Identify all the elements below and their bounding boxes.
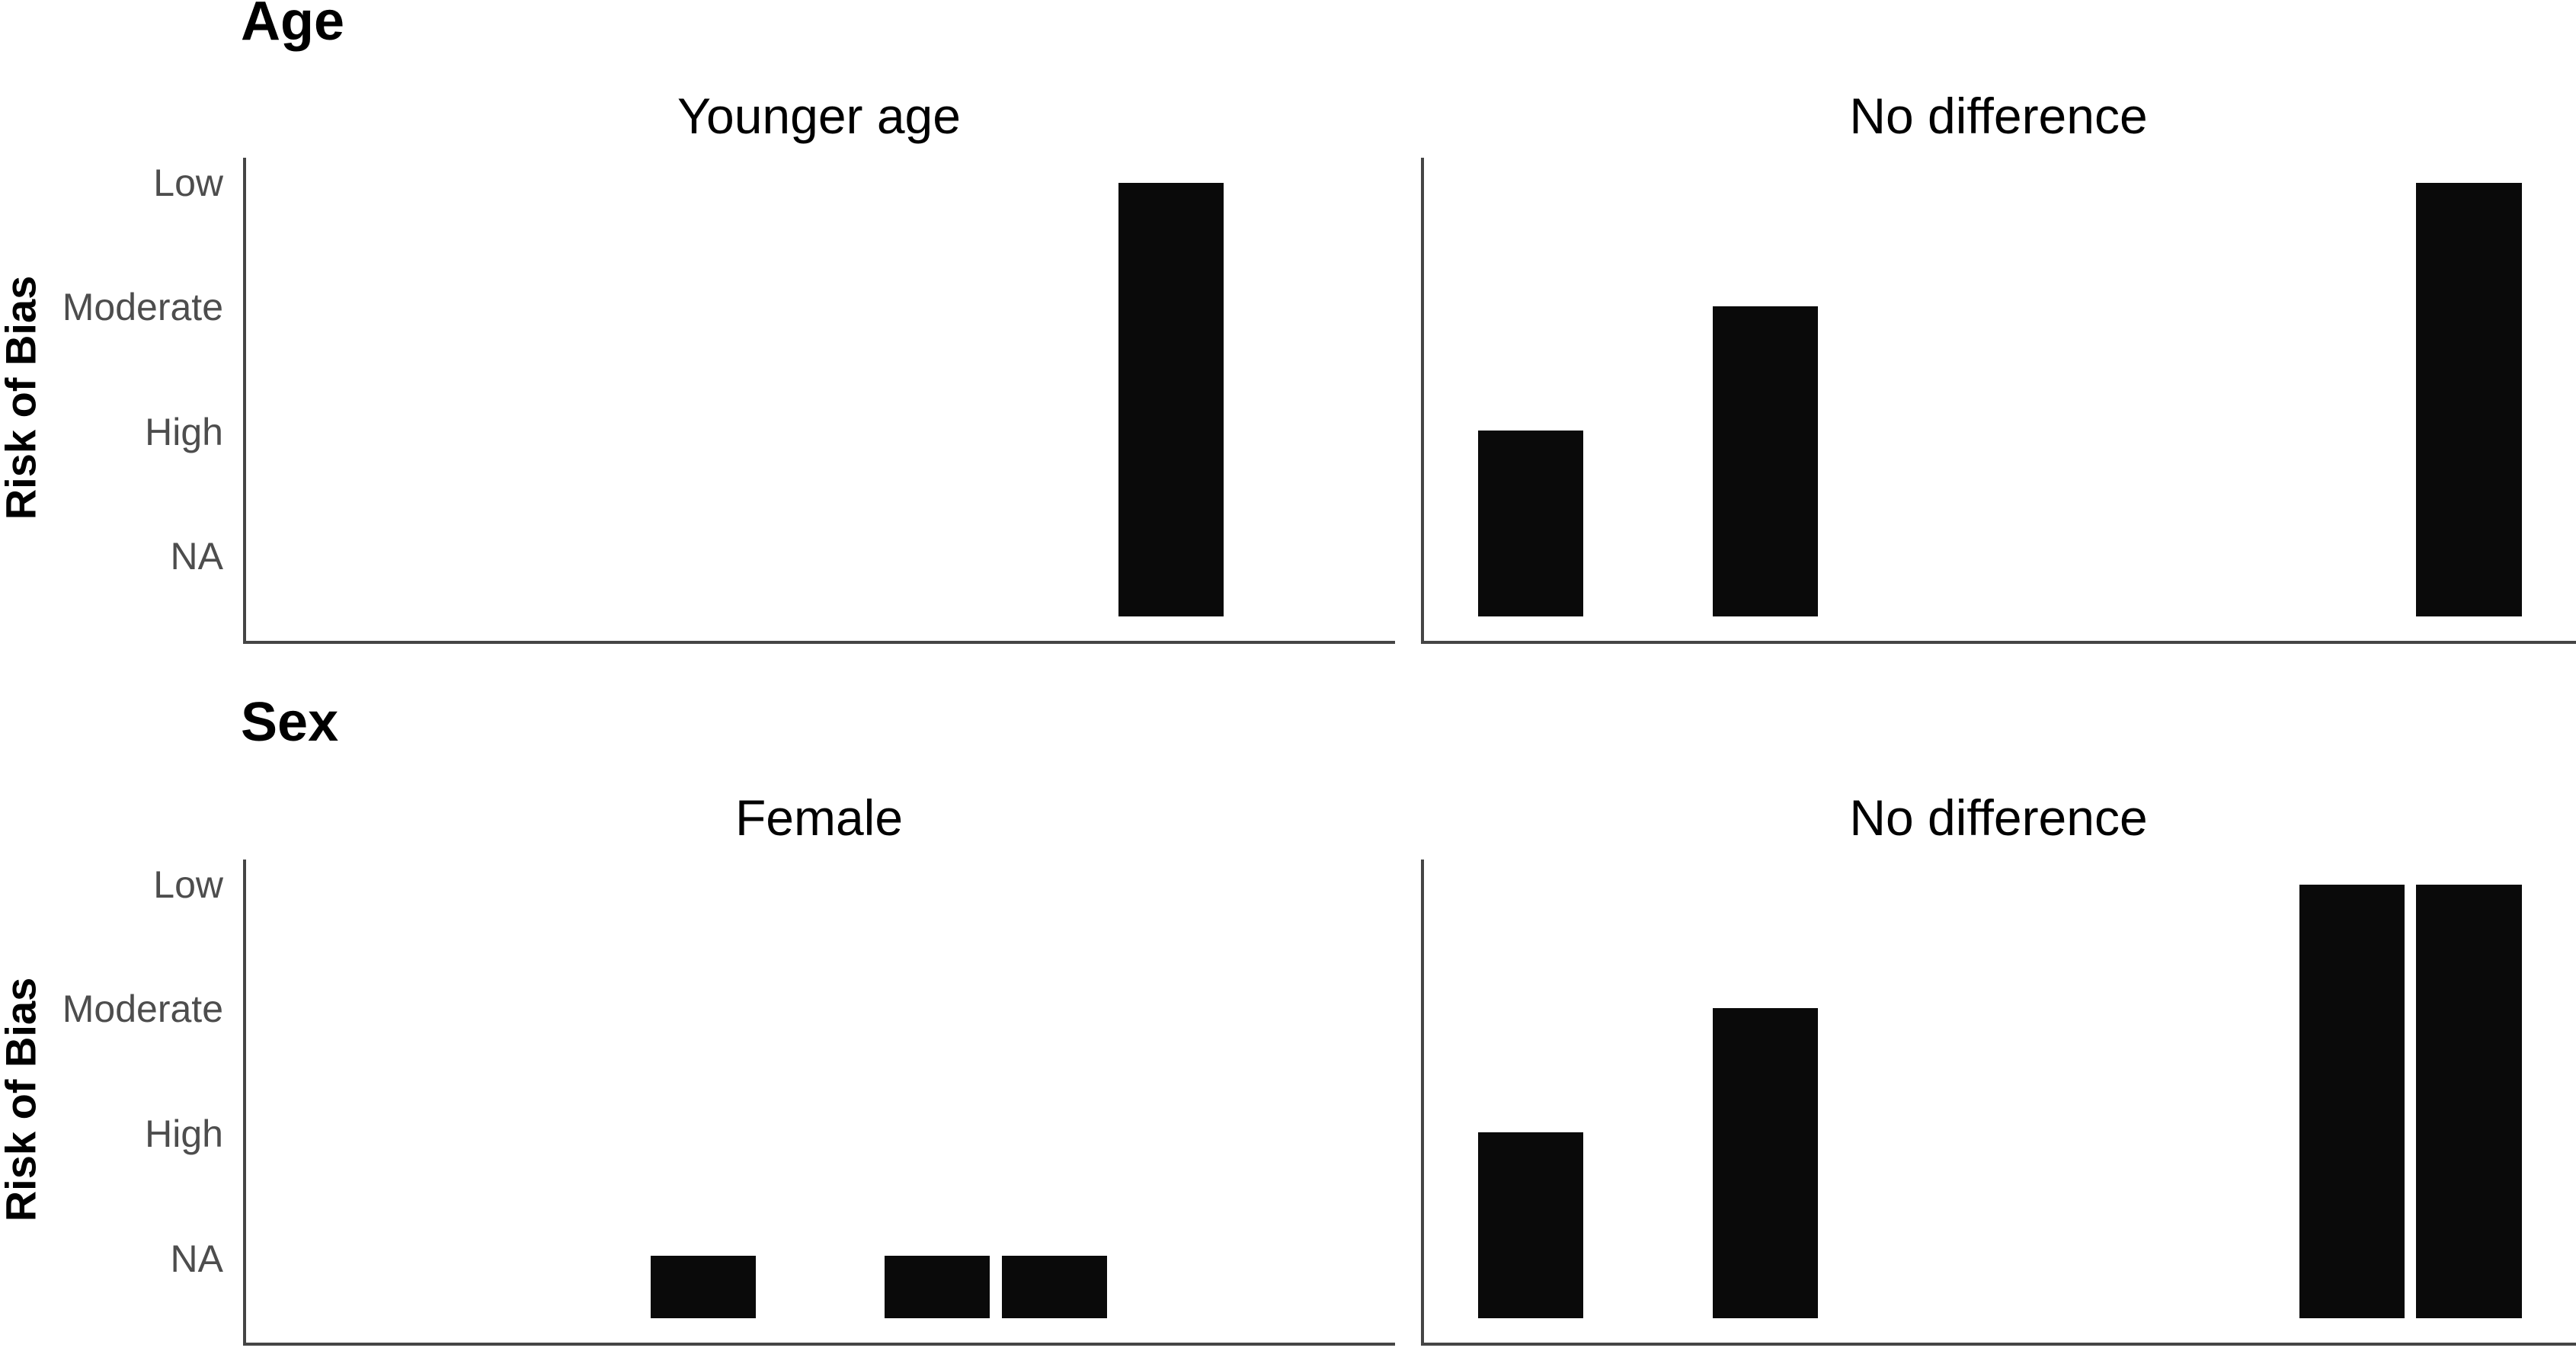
y-tick-na: NA — [170, 535, 223, 578]
panel-sex-no-difference — [1421, 860, 2576, 1346]
bar-risk-na — [1001, 1256, 1107, 1319]
y-tick-moderate: Moderate — [62, 988, 223, 1030]
facet-title-younger-age: Younger age — [677, 88, 961, 144]
bar-risk-na — [651, 1256, 757, 1319]
y-tick-moderate: Moderate — [62, 286, 223, 328]
bar-risk-low — [1118, 182, 1224, 617]
y-tick-na: NA — [170, 1237, 223, 1280]
bar-risk-low — [2416, 884, 2522, 1319]
row-title-sex: Sex — [241, 692, 339, 753]
bar-risk-moderate — [1712, 1008, 1819, 1319]
facet-title-no-difference: No difference — [1849, 88, 2148, 144]
bar-risk-low — [2299, 884, 2405, 1319]
panel-age-no-difference — [1421, 158, 2576, 644]
y-tick-low: Low — [153, 162, 223, 204]
panel-age-younger-age — [243, 158, 1395, 644]
y-tick-high: High — [145, 411, 223, 453]
facet-title-female: Female — [734, 789, 904, 846]
bar-risk-high — [1478, 430, 1584, 617]
facet-title-no-difference: No difference — [1849, 789, 2148, 846]
panel-sex-female — [243, 860, 1395, 1346]
bar-risk-moderate — [1712, 306, 1819, 617]
y-tick-high: High — [145, 1112, 223, 1155]
row-title-age: Age — [241, 0, 345, 52]
y-tick-low: Low — [153, 863, 223, 906]
bar-risk-na — [885, 1256, 990, 1319]
bar-risk-low — [2416, 182, 2522, 617]
bar-risk-high — [1478, 1132, 1584, 1319]
